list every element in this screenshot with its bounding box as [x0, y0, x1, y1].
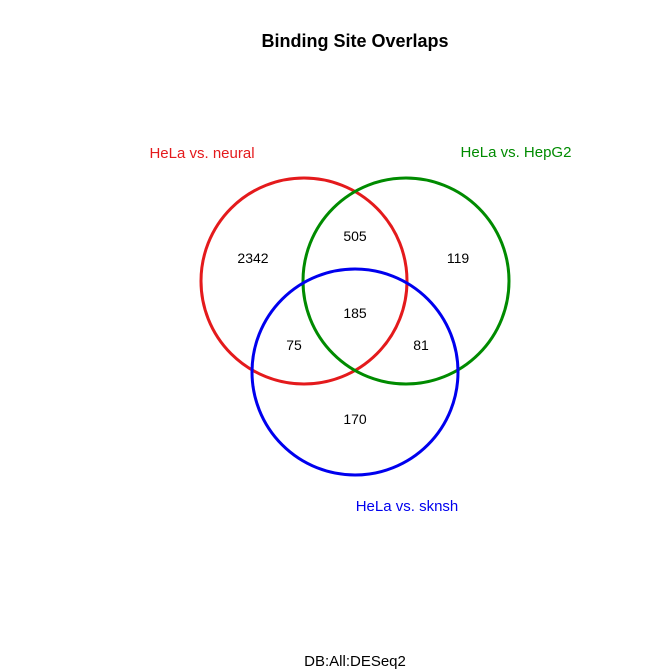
set-label-sknsh: HeLa vs. sknsh [356, 498, 459, 515]
set-circle-sknsh [250, 267, 460, 477]
count-neural-sknsh: 75 [286, 337, 302, 353]
count-all-three: 185 [343, 305, 367, 321]
count-neural-hepg2: 505 [343, 228, 367, 244]
set-label-hepg2: HeLa vs. HepG2 [461, 144, 572, 161]
set-label-neural: HeLa vs. neural [149, 145, 254, 162]
diagram-subtitle: DB:All:DESeq2 [304, 653, 406, 670]
diagram-title: Binding Site Overlaps [261, 31, 448, 51]
count-sknsh-only: 170 [343, 411, 367, 427]
set-circle-neural [199, 176, 409, 386]
count-hepg2-only: 119 [447, 250, 470, 266]
set-circle-hepg2 [301, 176, 511, 386]
count-hepg2-sknsh: 81 [413, 337, 429, 353]
count-neural-only: 2342 [237, 250, 268, 266]
